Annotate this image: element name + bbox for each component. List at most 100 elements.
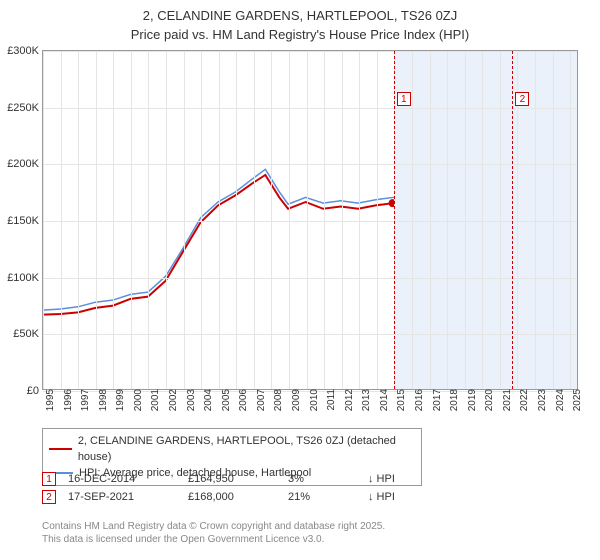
marker-date: 17-SEP-2021	[68, 491, 168, 503]
x-axis-tick-label: 2018	[447, 389, 460, 411]
x-axis-tick-label: 2021	[500, 389, 513, 411]
legend-row: 2, CELANDINE GARDENS, HARTLEPOOL, TS26 0…	[49, 433, 415, 465]
gridline-vertical	[113, 51, 114, 389]
gridline-horizontal	[43, 334, 577, 335]
x-axis-tick-label: 2013	[359, 389, 372, 411]
gridline-vertical	[500, 51, 501, 389]
gridline-vertical	[324, 51, 325, 389]
marker-vertical-line	[394, 51, 395, 389]
gridline-vertical	[535, 51, 536, 389]
x-axis-tick-label: 1997	[78, 389, 91, 411]
gridline-vertical	[254, 51, 255, 389]
x-axis-tick-label: 2008	[271, 389, 284, 411]
x-axis-tick-label: 2002	[166, 389, 179, 411]
gridline-vertical	[148, 51, 149, 389]
chart-container: 2, CELANDINE GARDENS, HARTLEPOOL, TS26 0…	[0, 0, 600, 560]
gridline-vertical	[342, 51, 343, 389]
x-axis-tick-label: 2019	[465, 389, 478, 411]
marker-pct: 3%	[288, 473, 348, 485]
marker-label-box: 1	[42, 472, 56, 486]
gridline-vertical	[289, 51, 290, 389]
title-area: 2, CELANDINE GARDENS, HARTLEPOOL, TS26 0…	[0, 0, 600, 42]
x-axis-tick-label: 2004	[201, 389, 214, 411]
footer-line-1: Contains HM Land Registry data © Crown c…	[42, 520, 578, 533]
x-axis-tick-label: 2006	[236, 389, 249, 411]
gridline-horizontal	[43, 108, 577, 109]
marker-price: £164,950	[188, 473, 268, 485]
marker-data-row: 2 17-SEP-2021 £168,000 21% ↓ HPI	[42, 490, 578, 504]
y-axis-tick-label: £150K	[7, 215, 43, 227]
x-axis-tick-label: 2015	[394, 389, 407, 411]
legend-swatch	[49, 448, 72, 450]
x-axis-tick-label: 2005	[219, 389, 232, 411]
marker-direction: ↓ HPI	[368, 473, 395, 485]
y-axis-tick-label: £300K	[7, 45, 43, 57]
x-axis-tick-label: 2017	[430, 389, 443, 411]
gridline-vertical	[43, 51, 44, 389]
x-axis-tick-label: 2024	[553, 389, 566, 411]
marker-label-box: 1	[397, 92, 411, 106]
x-axis-tick-label: 1996	[61, 389, 74, 411]
marker-vertical-line	[512, 51, 513, 389]
gridline-horizontal	[43, 221, 577, 222]
gridline-vertical	[377, 51, 378, 389]
gridline-vertical	[307, 51, 308, 389]
chart-title: 2, CELANDINE GARDENS, HARTLEPOOL, TS26 0…	[0, 8, 600, 23]
x-axis-tick-label: 1998	[96, 389, 109, 411]
marker-label-box: 2	[515, 92, 529, 106]
x-axis-tick-label: 2003	[184, 389, 197, 411]
footer-line-2: This data is licensed under the Open Gov…	[42, 533, 578, 546]
gridline-vertical	[412, 51, 413, 389]
legend-label: 2, CELANDINE GARDENS, HARTLEPOOL, TS26 0…	[78, 433, 415, 465]
gridline-vertical	[96, 51, 97, 389]
marker-direction: ↓ HPI	[368, 491, 395, 503]
gridline-vertical	[184, 51, 185, 389]
gridline-vertical	[201, 51, 202, 389]
gridline-vertical	[78, 51, 79, 389]
y-axis-tick-label: £100K	[7, 272, 43, 284]
gridline-horizontal	[43, 278, 577, 279]
chart-plot-area: £0£50K£100K£150K£200K£250K£300K199519961…	[42, 50, 578, 390]
footer-attribution: Contains HM Land Registry data © Crown c…	[42, 520, 578, 546]
x-axis-tick-label: 2014	[377, 389, 390, 411]
chart-subtitle: Price paid vs. HM Land Registry's House …	[0, 27, 600, 42]
x-axis-tick-label: 1995	[43, 389, 56, 411]
x-axis-tick-label: 2010	[307, 389, 320, 411]
x-axis-tick-label: 2022	[517, 389, 530, 411]
x-axis-tick-label: 2016	[412, 389, 425, 411]
marker-date: 16-DEC-2014	[68, 473, 168, 485]
y-axis-tick-label: £250K	[7, 102, 43, 114]
gridline-vertical	[359, 51, 360, 389]
x-axis-tick-label: 2020	[482, 389, 495, 411]
marker-pct: 21%	[288, 491, 348, 503]
gridline-vertical	[430, 51, 431, 389]
gridline-vertical	[166, 51, 167, 389]
gridline-vertical	[271, 51, 272, 389]
x-axis-tick-label: 2012	[342, 389, 355, 411]
gridline-vertical	[236, 51, 237, 389]
gridline-vertical	[61, 51, 62, 389]
x-axis-tick-label: 2011	[324, 389, 337, 411]
gridline-vertical	[570, 51, 571, 389]
y-axis-tick-label: £0	[27, 385, 43, 397]
gridline-vertical	[447, 51, 448, 389]
gridline-vertical	[131, 51, 132, 389]
gridline-vertical	[553, 51, 554, 389]
gridline-vertical	[465, 51, 466, 389]
y-axis-tick-label: £200K	[7, 158, 43, 170]
x-axis-tick-label: 2001	[148, 389, 161, 411]
marker-data-table: 1 16-DEC-2014 £164,950 3% ↓ HPI 2 17-SEP-2021 £…	[42, 472, 578, 508]
x-axis-tick-label: 2009	[289, 389, 302, 411]
gridline-horizontal	[43, 51, 577, 52]
gridline-horizontal	[43, 164, 577, 165]
y-axis-tick-label: £50K	[13, 328, 43, 340]
x-axis-tick-label: 2000	[131, 389, 144, 411]
x-axis-tick-label: 2007	[254, 389, 267, 411]
shaded-forecast-region	[394, 51, 577, 389]
x-axis-tick-label: 2025	[570, 389, 583, 411]
gridline-vertical	[219, 51, 220, 389]
marker-label-box: 2	[42, 490, 56, 504]
marker-price: £168,000	[188, 491, 268, 503]
gridline-vertical	[482, 51, 483, 389]
x-axis-tick-label: 2023	[535, 389, 548, 411]
